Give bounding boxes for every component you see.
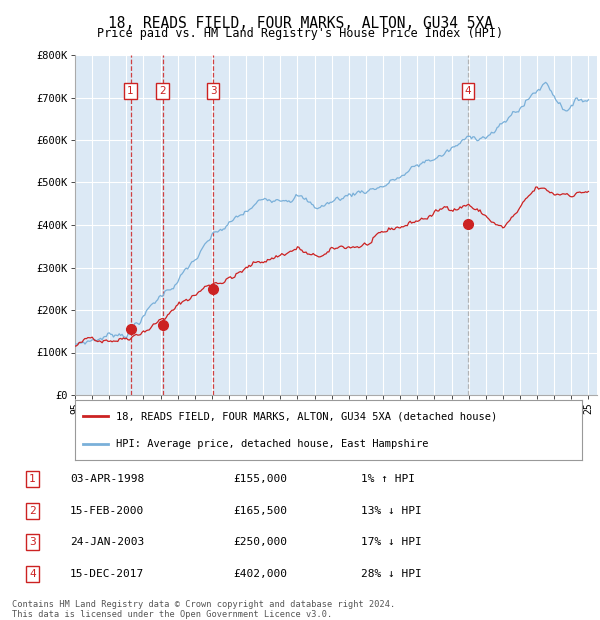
Text: 2: 2 (29, 506, 36, 516)
Text: 17% ↓ HPI: 17% ↓ HPI (361, 538, 422, 547)
Text: Contains HM Land Registry data © Crown copyright and database right 2024.: Contains HM Land Registry data © Crown c… (12, 600, 395, 609)
Text: 13% ↓ HPI: 13% ↓ HPI (361, 506, 422, 516)
Text: 4: 4 (464, 86, 471, 95)
Text: 18, READS FIELD, FOUR MARKS, ALTON, GU34 5XA (detached house): 18, READS FIELD, FOUR MARKS, ALTON, GU34… (116, 411, 497, 421)
Text: 4: 4 (29, 569, 36, 579)
Text: Price paid vs. HM Land Registry's House Price Index (HPI): Price paid vs. HM Land Registry's House … (97, 27, 503, 40)
Text: HPI: Average price, detached house, East Hampshire: HPI: Average price, detached house, East… (116, 439, 428, 449)
Text: 03-APR-1998: 03-APR-1998 (70, 474, 145, 484)
Text: 24-JAN-2003: 24-JAN-2003 (70, 538, 145, 547)
Text: 28% ↓ HPI: 28% ↓ HPI (361, 569, 422, 579)
Text: £165,500: £165,500 (233, 506, 287, 516)
Text: 15-DEC-2017: 15-DEC-2017 (70, 569, 145, 579)
Text: £250,000: £250,000 (233, 538, 287, 547)
Text: £155,000: £155,000 (233, 474, 287, 484)
Text: 1: 1 (127, 86, 134, 95)
Text: 1: 1 (29, 474, 36, 484)
Text: 2: 2 (160, 86, 166, 95)
Text: 3: 3 (29, 538, 36, 547)
Text: 3: 3 (210, 86, 217, 95)
Text: 1% ↑ HPI: 1% ↑ HPI (361, 474, 415, 484)
Text: £402,000: £402,000 (233, 569, 287, 579)
Text: 15-FEB-2000: 15-FEB-2000 (70, 506, 145, 516)
Text: 18, READS FIELD, FOUR MARKS, ALTON, GU34 5XA: 18, READS FIELD, FOUR MARKS, ALTON, GU34… (107, 16, 493, 30)
Text: This data is licensed under the Open Government Licence v3.0.: This data is licensed under the Open Gov… (12, 610, 332, 619)
